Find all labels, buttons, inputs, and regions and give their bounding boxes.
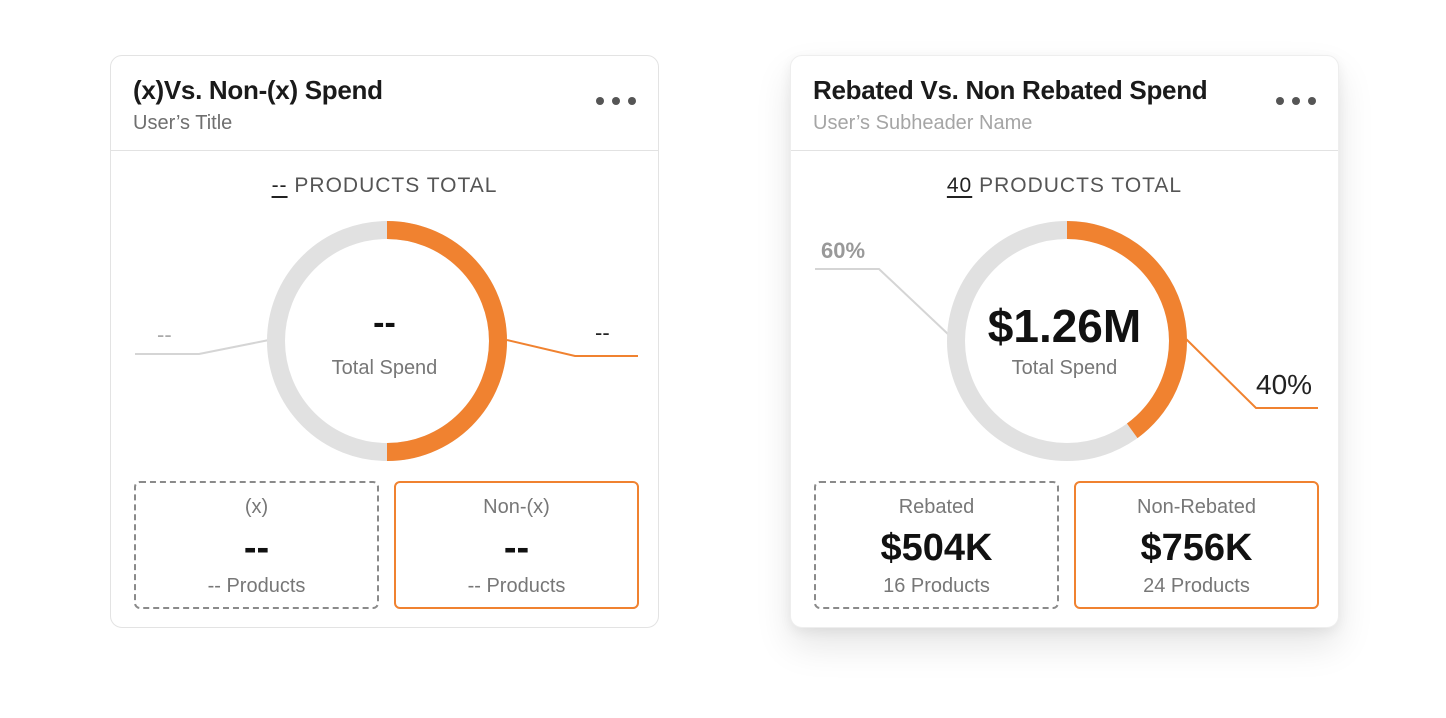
total-spend-value: -- bbox=[373, 304, 396, 342]
products-total: 40 PRODUCTS TOTAL bbox=[791, 174, 1338, 198]
box-value: -- bbox=[243, 527, 270, 569]
more-horizontal-icon[interactable] bbox=[1276, 91, 1316, 111]
total-spend-value: $1.26M bbox=[987, 300, 1142, 352]
box-value: $756K bbox=[1140, 527, 1253, 569]
card-subtitle: User’s Subheader Name bbox=[813, 112, 1033, 134]
x-spend-box[interactable]: (x) -- -- Products bbox=[134, 481, 379, 609]
box-name: (x) bbox=[244, 496, 269, 518]
box-value: $504K bbox=[880, 527, 993, 569]
products-total-label: PRODUCTS TOTAL bbox=[979, 174, 1183, 197]
products-total-count: 40 bbox=[946, 174, 973, 197]
box-name: Non-Rebated bbox=[1137, 496, 1256, 518]
donut-accent-arc bbox=[1066, 221, 1187, 439]
total-spend-label: Total Spend bbox=[331, 357, 438, 379]
card-header: (x)Vs. Non-(x) Spend User’s Title bbox=[111, 56, 658, 151]
card-subtitle: User’s Title bbox=[133, 112, 233, 134]
box-value: -- bbox=[503, 527, 530, 569]
box-name: Non-(x) bbox=[483, 496, 550, 518]
donut-chart bbox=[135, 221, 638, 461]
products-total: -- PRODUCTS TOTAL bbox=[111, 174, 658, 198]
products-total-count: -- bbox=[271, 174, 288, 197]
card-title: (x)Vs. Non-(x) Spend bbox=[133, 75, 383, 105]
total-spend-label: Total Spend bbox=[1011, 357, 1118, 379]
donut-accent-arc bbox=[386, 221, 507, 461]
box-product-count: -- Products bbox=[207, 575, 306, 597]
box-name: Rebated bbox=[898, 496, 975, 518]
right-leader-line bbox=[1181, 334, 1318, 409]
non-x-spend-box[interactable]: Non-(x) -- -- Products bbox=[394, 481, 639, 609]
right-callout-value: -- bbox=[595, 320, 610, 345]
right-callout-value: 40% bbox=[1256, 369, 1313, 400]
left-leader-line bbox=[135, 339, 270, 355]
left-leader-line bbox=[815, 268, 950, 336]
card-title: Rebated Vs. Non Rebated Spend bbox=[813, 75, 1208, 105]
donut-chart bbox=[815, 221, 1318, 461]
spend-card-x-vs-non-x: (x)Vs. Non-(x) Spend User’s Title -- PRO… bbox=[110, 55, 659, 628]
rebated-spend-box[interactable]: Rebated $504K 16 Products bbox=[814, 481, 1059, 609]
card-header: Rebated Vs. Non Rebated Spend User’s Sub… bbox=[791, 56, 1338, 151]
spend-card-rebated-vs-non-rebated: Rebated Vs. Non Rebated Spend User’s Sub… bbox=[790, 55, 1339, 628]
left-callout-value: 60% bbox=[821, 238, 866, 263]
box-product-count: 16 Products bbox=[883, 575, 990, 597]
right-leader-line bbox=[506, 339, 638, 357]
products-total-label: PRODUCTS TOTAL bbox=[294, 174, 498, 197]
more-horizontal-icon[interactable] bbox=[596, 91, 636, 111]
box-product-count: 24 Products bbox=[1143, 575, 1250, 597]
box-product-count: -- Products bbox=[467, 575, 566, 597]
left-callout-value: -- bbox=[157, 322, 172, 347]
non-rebated-spend-box[interactable]: Non-Rebated $756K 24 Products bbox=[1074, 481, 1319, 609]
